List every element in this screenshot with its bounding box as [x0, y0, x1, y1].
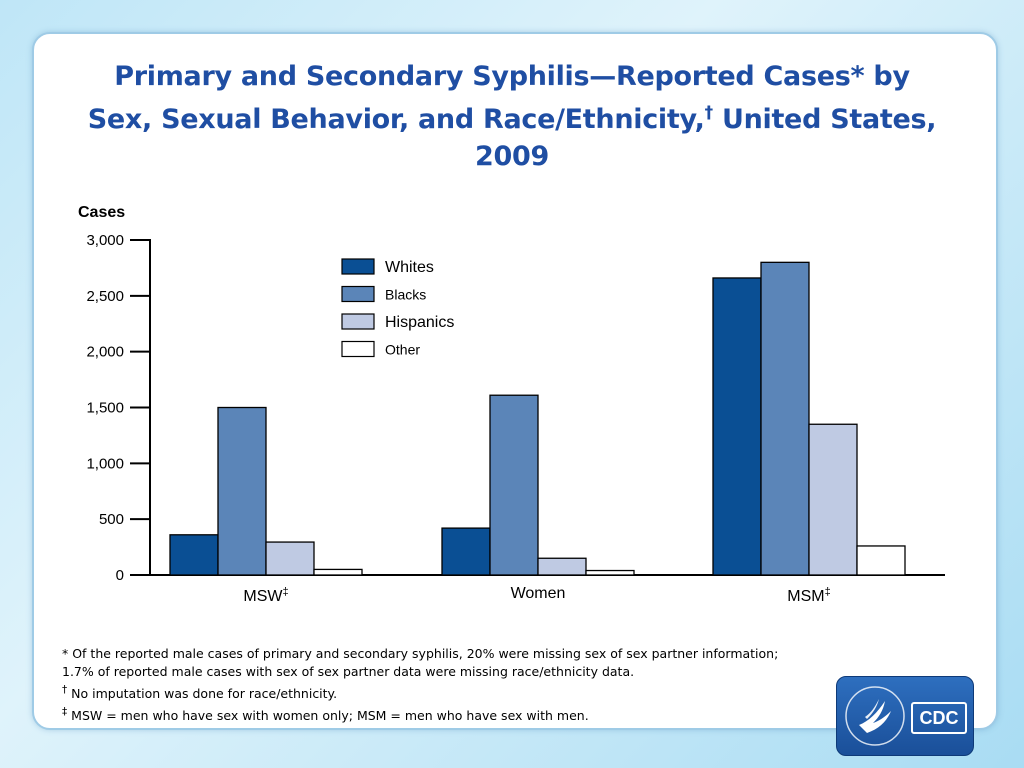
footnotes: * Of the reported male cases of primary … [62, 645, 842, 725]
hhs-eagle-icon [845, 686, 905, 746]
bar-hispanics-msm [808, 423, 858, 576]
bar-blacks-msw [217, 406, 267, 576]
legend-swatch-other [341, 340, 375, 358]
title-line-3: 2009 [475, 141, 549, 172]
legend-label-blacks: Blacks [385, 287, 426, 303]
footnote-2: 1.7% of reported male cases with sex of … [62, 664, 635, 679]
footnote-3-text: No imputation was done for race/ethnicit… [67, 686, 338, 702]
legend-label-other: Other [385, 342, 420, 358]
cdc-logo-text: CDC [911, 702, 967, 734]
legend-label-hispanics: Hispanics [385, 314, 454, 331]
y-tick-label: 1,000 [86, 455, 124, 472]
x-category-text: MSM [787, 588, 824, 605]
footnote-4-mark: ‡ [62, 706, 68, 719]
bar-hispanics-msw [265, 541, 315, 576]
y-tick-label: 2,000 [86, 344, 124, 361]
chart-title: Primary and Secondary Syphilis—Reported … [60, 58, 964, 175]
x-category-label: MSM‡ [787, 586, 830, 605]
x-category-text: Women [511, 585, 566, 602]
bar-blacks-women [489, 394, 539, 576]
x-category-text: MSW [243, 588, 283, 605]
x-category-label: MSW‡ [243, 586, 288, 605]
bar-other-women [585, 569, 635, 576]
y-tick-label: 1,500 [86, 400, 124, 417]
title-line-2: Sex, Sexual Behavior, and Race/Ethnicity… [60, 95, 964, 138]
footnote-1: * Of the reported male cases of primary … [62, 646, 779, 661]
legend-swatch-hispanics [341, 313, 375, 330]
bar-hispanics-women [537, 557, 587, 576]
legend-swatch-whites [341, 258, 375, 275]
title-line-1: Primary and Secondary Syphilis—Reported … [114, 61, 910, 92]
bar-blacks-msm [760, 261, 810, 576]
bar-other-msw [313, 568, 363, 576]
y-tick-label: 2,500 [86, 288, 124, 305]
title-dagger-mark: † [704, 103, 714, 123]
y-tick-label: 500 [99, 511, 124, 528]
y-tick-label: 0 [116, 567, 124, 584]
footnote-4-text: MSW = men who have sex with women only; … [67, 708, 589, 724]
title-line-2-end: United States, [712, 104, 937, 135]
x-category-label: Women [511, 585, 566, 602]
y-axis-label: Cases [78, 204, 125, 221]
bar-whites-msw [169, 534, 219, 576]
bar-other-msm [856, 545, 906, 576]
footnote-3: † No imputation was done for race/ethnic… [62, 681, 842, 703]
x-category-mark: ‡ [825, 586, 831, 598]
legend-label-whites: Whites [385, 259, 434, 276]
y-tick-label: 3,000 [86, 232, 124, 249]
title-line-2-text: Sex, Sexual Behavior, and Race/Ethnicity… [87, 104, 705, 135]
bar-whites-women [441, 527, 491, 576]
slide-card [32, 32, 998, 730]
bar-whites-msm [712, 277, 762, 576]
cdc-logo: CDC [836, 676, 974, 756]
legend-swatch-blacks [341, 285, 375, 303]
footnote-3-mark: † [62, 684, 68, 696]
x-category-mark: ‡ [282, 586, 288, 598]
footnote-4: ‡ MSW = men who have sex with women only… [62, 703, 842, 725]
